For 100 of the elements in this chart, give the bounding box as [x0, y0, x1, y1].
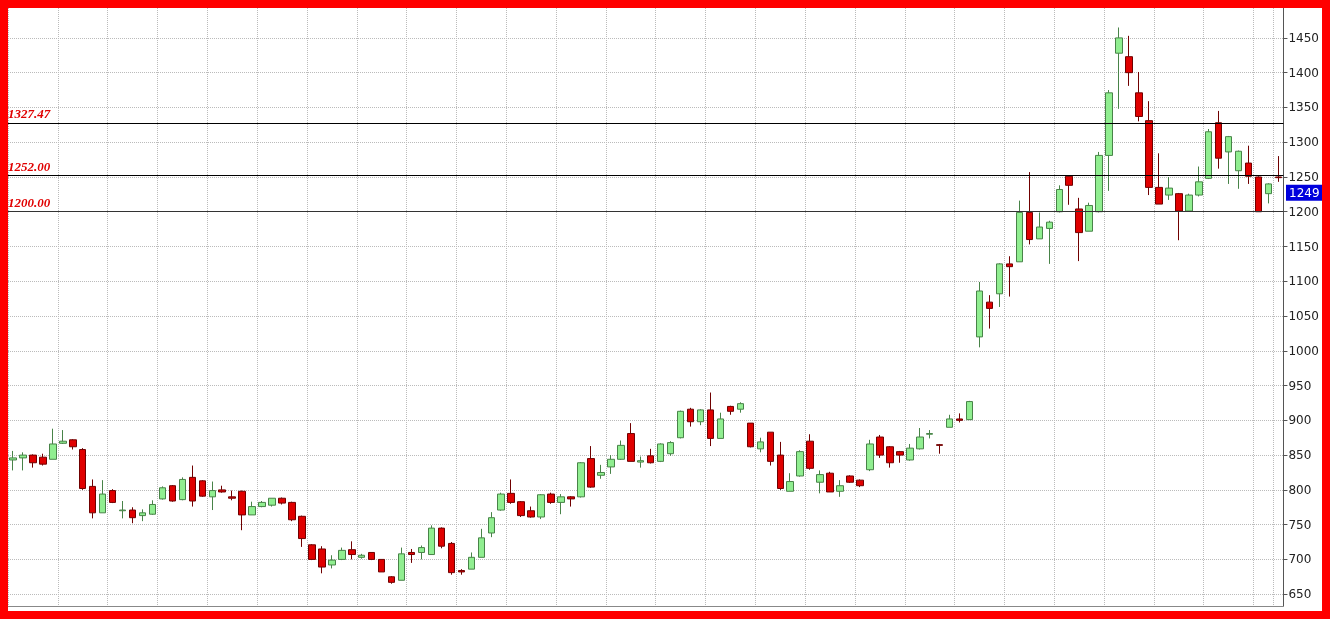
candlestick [806, 433, 814, 471]
candlestick [149, 499, 156, 516]
candlestick [856, 478, 864, 488]
candlestick [896, 450, 904, 464]
candlestick [1265, 182, 1272, 204]
candlestick [488, 511, 495, 538]
candlestick [1095, 151, 1103, 213]
candlestick [577, 461, 585, 499]
candlestick [906, 443, 914, 462]
candlestick [288, 501, 296, 522]
candlestick [717, 412, 724, 439]
candlestick [767, 431, 774, 467]
candlestick [757, 437, 764, 453]
y-tick-label: 1450 [1288, 30, 1320, 45]
candlestick [1255, 175, 1262, 213]
candlestick [358, 553, 365, 560]
candlestick [368, 551, 375, 561]
y-tick-label: 700 [1288, 552, 1312, 567]
candlestick [209, 481, 216, 511]
candlestick [1155, 152, 1163, 205]
candlestick [109, 488, 116, 504]
candlestick [846, 474, 854, 484]
candlestick [189, 465, 196, 508]
candlestick [657, 442, 664, 463]
candlestick [468, 551, 475, 570]
candlestick [318, 545, 326, 574]
candlestick [617, 440, 625, 461]
candlestick [478, 528, 485, 558]
text: 1249 [1289, 185, 1320, 200]
candlestick [677, 410, 684, 439]
candlestick [1036, 211, 1043, 240]
candlestick [248, 501, 256, 516]
candlestick [458, 568, 465, 576]
candlestick [378, 558, 385, 573]
candlestick [218, 485, 226, 494]
y-tick-label: 750 [1288, 517, 1312, 532]
candlestick [308, 543, 316, 561]
candlestick [1075, 197, 1083, 262]
candlestick [517, 500, 525, 518]
candlestick [537, 493, 545, 520]
candlestick [497, 492, 505, 512]
candlestick [727, 405, 734, 416]
candlestick [1006, 255, 1013, 298]
candlestick [408, 548, 415, 564]
candlestick [19, 451, 27, 471]
candlestick [1185, 193, 1193, 213]
candlestick [398, 547, 405, 581]
candlestick [1016, 200, 1023, 263]
candlestick [1046, 220, 1053, 265]
candlestick [1026, 171, 1033, 245]
candlestick [268, 497, 276, 508]
candlestick [1175, 192, 1183, 241]
y-tick-label: 950 [1288, 378, 1312, 393]
ref-line-label: 1200.00 [8, 194, 51, 210]
candlestick [1056, 184, 1063, 213]
candlestick [687, 407, 694, 428]
candlestick [547, 492, 555, 505]
candlestick [169, 484, 176, 503]
candlestick [786, 472, 794, 492]
y-tick-label: 1000 [1288, 343, 1320, 358]
candlestick [866, 439, 874, 472]
candlestick [79, 447, 86, 491]
candlestick [826, 471, 834, 493]
candlestick [667, 440, 674, 457]
candlestick [587, 445, 595, 489]
ref-line-label: 1327.47 [8, 106, 51, 122]
candlestick [986, 294, 993, 330]
candlestick [796, 449, 804, 478]
candlestick [966, 400, 973, 421]
y-tick-label: 1350 [1288, 100, 1320, 115]
y-tick-label: 1050 [1288, 309, 1320, 324]
candlestick [747, 422, 754, 448]
candlestick [228, 490, 236, 501]
candlestick [278, 497, 286, 505]
y-tick-label: 1400 [1288, 65, 1320, 80]
candlestick [637, 456, 644, 469]
candlestick [1065, 175, 1073, 206]
candlestick [1115, 26, 1123, 110]
candlestick [1235, 150, 1242, 190]
candlestick [926, 429, 933, 439]
candlestick [1085, 202, 1093, 232]
candlestick [1275, 155, 1282, 183]
candlestick [179, 476, 186, 501]
candlestick [89, 478, 96, 519]
y-tick-label: 1150 [1288, 239, 1320, 254]
ref-line-label: 1252.00 [8, 158, 51, 174]
candlestick [627, 422, 635, 462]
candlestick [1135, 71, 1143, 122]
candlestick [1105, 89, 1113, 192]
y-tick-label: 1300 [1288, 135, 1320, 150]
candlestick [1165, 176, 1173, 201]
candlestick [388, 575, 395, 585]
candlestick [238, 490, 246, 531]
candlestick [1195, 166, 1203, 197]
candlestick [976, 281, 983, 348]
candlestick [1145, 100, 1153, 196]
candlestick [29, 453, 37, 469]
candlestick [418, 545, 425, 560]
candlestick [567, 495, 575, 508]
candlestick [946, 414, 953, 428]
